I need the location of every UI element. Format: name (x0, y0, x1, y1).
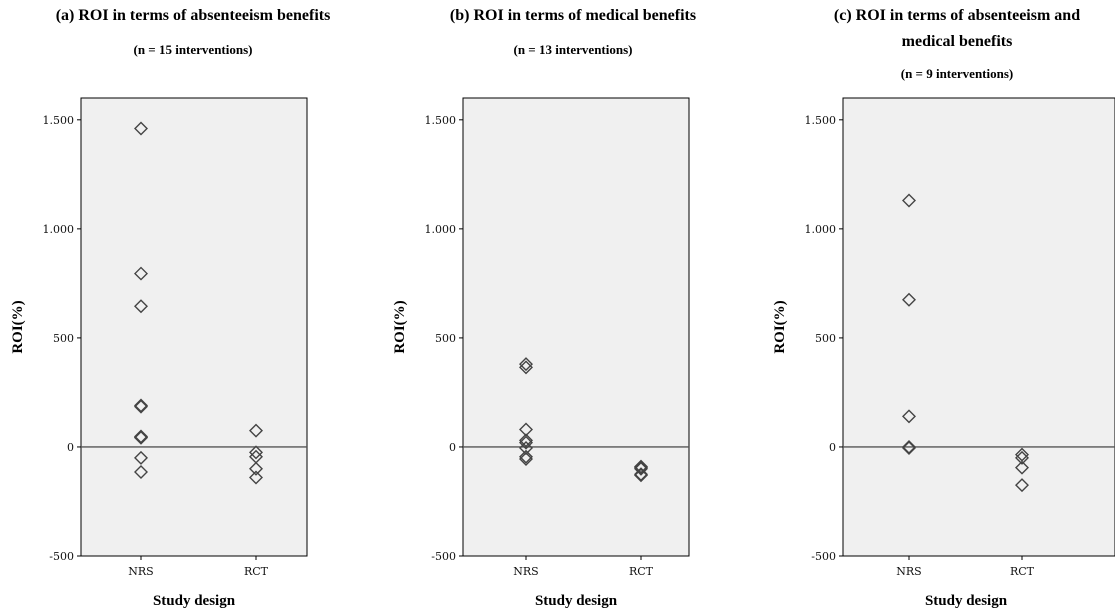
panel-a-data-point-nrs (134, 398, 148, 413)
panel-b-data-point-nrs (519, 435, 533, 450)
panel-b-data-point-rct (634, 460, 648, 475)
panel-a-y-axis-label: ROI(%) (10, 300, 26, 353)
panel-a-subtitle: (n = 15 interventions) (134, 42, 253, 57)
panel-a-y-tick-label: 1.000 (43, 223, 75, 236)
panel-b-data-point-rct (634, 459, 648, 474)
panel-b-title: (b) ROI in terms of medical benefits (450, 7, 696, 24)
panel-c-subtitle: (n = 9 interventions) (901, 66, 1014, 81)
panel-a-data-point-rct (249, 470, 263, 485)
panel-a-data-point-rct (249, 445, 263, 460)
panel-b-data-point-nrs (519, 441, 533, 456)
panel-b-data-point-rct (634, 461, 648, 476)
panel-c: (c) ROI in terms of absenteeism and medi… (772, 7, 1115, 609)
panel-b-y-tick-label: 1.500 (425, 114, 457, 127)
panel-c-data-point-nrs (902, 292, 916, 307)
panel-b-data-point-rct (634, 468, 648, 483)
panel-b-data-point-nrs (519, 357, 533, 372)
panel-a: (a) ROI in terms of absenteeism benefits… (10, 7, 330, 609)
panel-c-y-axis-label: ROI(%) (772, 300, 788, 353)
panel-a-x-tick-label-rct: RCT (244, 565, 269, 578)
panel-a-x-axis-label: Study design (153, 593, 236, 609)
panel-c-title-line-2: medical benefits (902, 33, 1013, 50)
panel-b-y-axis-label: ROI(%) (392, 300, 408, 353)
panel-b-x-tick-label-nrs: NRS (513, 565, 538, 578)
panel-b-y-tick-label: -500 (431, 550, 456, 563)
panel-a-plot-area (80, 97, 308, 557)
panel-c-data-point-nrs (902, 441, 916, 456)
panel-a-y-tick-label: 1.500 (43, 114, 75, 127)
panel-a-data-point-nrs (134, 121, 148, 136)
panel-b-y-tick-label: 500 (435, 332, 456, 345)
panel-a-data-point-nrs (134, 450, 148, 465)
panel-b: (b) ROI in terms of medical benefits (n … (392, 7, 696, 609)
panel-c-y-tick-label: -500 (811, 550, 836, 563)
panel-b-plot-area (462, 97, 690, 557)
panel-a-y-tick-label: 500 (53, 332, 74, 345)
panel-a-data-point-nrs (134, 399, 148, 414)
panel-c-y-tick-label: 1.000 (805, 223, 837, 236)
panel-c-y-tick-label: 0 (829, 441, 836, 454)
panel-c-y-tick-label: 500 (815, 332, 836, 345)
panel-b-data-point-rct (634, 467, 648, 482)
panel-a-data-point-nrs (134, 299, 148, 314)
panel-a-data-point-nrs (134, 430, 148, 445)
panel-c-data-point-nrs (902, 439, 916, 454)
panel-b-data-point-nrs (519, 422, 533, 437)
panel-a-data-point-nrs (134, 266, 148, 281)
panel-c-data-point-nrs (902, 409, 916, 424)
panel-b-subtitle: (n = 13 interventions) (514, 42, 633, 57)
panel-b-x-axis-label: Study design (535, 593, 618, 609)
panel-b-y-tick-label: 1.000 (425, 223, 457, 236)
panel-a-x-tick-label-nrs: NRS (128, 565, 153, 578)
panel-a-data-point-rct (249, 461, 263, 476)
panel-b-data-point-nrs (519, 433, 533, 448)
panel-c-x-tick-label-nrs: NRS (896, 565, 921, 578)
panel-b-data-point-nrs (519, 451, 533, 466)
panel-c-data-point-nrs (902, 193, 916, 208)
panel-a-y-tick-label: 0 (67, 441, 74, 454)
panel-c-data-point-rct (1015, 447, 1029, 462)
panel-c-data-point-rct (1015, 450, 1029, 465)
panel-b-data-point-nrs (519, 360, 533, 375)
panel-c-data-point-rct (1015, 478, 1029, 493)
panel-c-y-tick-label: 1.500 (805, 114, 837, 127)
panel-c-data-point-rct (1015, 460, 1029, 475)
panel-a-title: (a) ROI in terms of absenteeism benefits (56, 7, 331, 24)
panel-b-data-point-nrs (519, 449, 533, 464)
panel-a-data-point-rct (249, 423, 263, 438)
panel-a-y-tick-label: -500 (49, 550, 74, 563)
panel-c-plot-area (842, 97, 1115, 557)
panel-b-x-tick-label-rct: RCT (629, 565, 654, 578)
panel-b-y-tick-label: 0 (449, 441, 456, 454)
panel-a-data-point-nrs (134, 465, 148, 480)
panel-c-title-line-1: (c) ROI in terms of absenteeism and (834, 7, 1080, 24)
panel-c-x-axis-label: Study design (925, 593, 1008, 609)
panel-c-x-tick-label-rct: RCT (1010, 565, 1035, 578)
